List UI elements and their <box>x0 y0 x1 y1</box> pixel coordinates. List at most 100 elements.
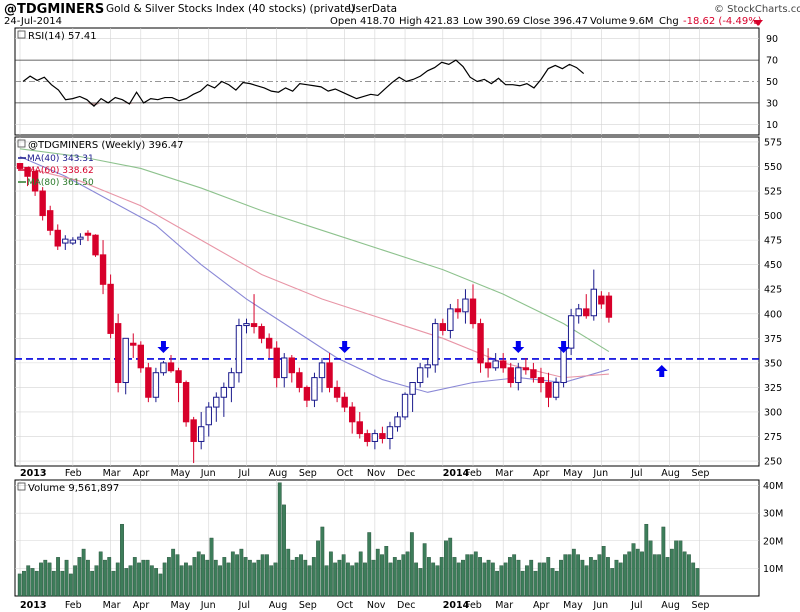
price-x-tick: Nov <box>367 468 386 479</box>
candle-body <box>24 166 31 177</box>
rsi-oversold-area <box>129 102 137 104</box>
chg-value: -18.62 (-4.49%) <box>683 16 762 27</box>
volume-bar <box>26 565 31 597</box>
price-y-tick: 475 <box>764 236 782 247</box>
candle-body <box>311 377 318 401</box>
volume-bar <box>354 562 359 597</box>
candle-body <box>447 308 454 331</box>
volume-bar <box>559 559 563 597</box>
volume-bar <box>648 540 653 597</box>
volume-bar <box>299 554 303 597</box>
volume-bar <box>563 554 568 597</box>
candle-body <box>439 323 447 331</box>
candle-body <box>47 210 54 231</box>
candle-body <box>39 190 46 217</box>
volume-bar <box>631 543 636 597</box>
candle-body <box>122 337 129 384</box>
volume-bar <box>358 551 363 597</box>
volume-bar <box>124 568 129 597</box>
price-x-tick: Sep <box>692 468 710 479</box>
volume-x-tick: Jun <box>200 600 216 611</box>
candle-body <box>296 372 303 388</box>
candle-body <box>356 421 363 435</box>
price-x-tick: Aug <box>269 468 288 479</box>
volume-bar <box>623 554 627 597</box>
candle-body <box>318 362 326 379</box>
down-arrow-icon <box>557 340 570 353</box>
volume-bar <box>431 562 436 597</box>
volume-bar <box>273 562 278 597</box>
volume-x-tick: Aug <box>269 600 288 611</box>
candlesticks <box>16 163 613 464</box>
volume-bar <box>294 557 299 597</box>
candle-body <box>107 283 114 334</box>
volume-bar <box>90 570 95 597</box>
volume-bar <box>367 532 372 597</box>
volume-bar <box>235 554 239 597</box>
up-arrow-icon <box>655 364 668 377</box>
candle-body <box>424 364 431 369</box>
volume-bar <box>456 562 461 597</box>
volume-bar <box>350 565 355 597</box>
candle-body <box>386 426 394 440</box>
candle-body <box>152 372 160 398</box>
volume-bar <box>346 562 350 597</box>
candle-body <box>62 238 69 244</box>
chart-header: @TDGMINERS Gold & Silver Stocks Index (4… <box>4 2 800 27</box>
price-legend: @TDGMINERS (Weekly) 396.47 MA(40) 343.31… <box>17 139 183 188</box>
volume-bar <box>17 573 22 597</box>
close-value: 396.47 <box>553 16 588 27</box>
price-x-tick: May <box>171 468 191 479</box>
volume-x-tick: Sep <box>692 600 710 611</box>
price-y-tick: 275 <box>764 432 782 443</box>
volume-y-tick: 40M <box>763 481 783 492</box>
price-y-tick: 325 <box>764 383 782 394</box>
volume-bar <box>179 565 184 597</box>
volume-y-tick: 10M <box>763 564 783 575</box>
candle-body <box>137 344 145 369</box>
volume-bar <box>516 559 521 597</box>
volume-bar <box>265 554 269 597</box>
candle-body <box>288 357 296 374</box>
volume-bar <box>145 559 150 597</box>
volume-bar <box>260 554 265 597</box>
volume-bar <box>290 559 295 597</box>
candle-body <box>341 396 348 408</box>
candle-body <box>590 288 597 317</box>
volume-bar <box>388 562 393 597</box>
price-title: @TDGMINERS (Weekly) 396.47 <box>28 140 183 151</box>
volume-bar <box>520 570 525 597</box>
candle-body <box>401 393 409 418</box>
volume-bar <box>115 562 120 597</box>
candle-body <box>530 369 537 379</box>
rsi-plot <box>22 59 585 107</box>
rsi-title: RSI(14) 57.41 <box>28 31 97 42</box>
volume-bar <box>542 562 546 597</box>
volume-bar <box>588 557 593 597</box>
volume-bar <box>277 482 282 597</box>
rsi-y-tick: 70 <box>766 56 778 67</box>
volume-x-tick: Nov <box>367 600 386 611</box>
volume-bar <box>328 551 333 597</box>
volume-bar <box>120 523 124 597</box>
volume-bar <box>473 551 478 597</box>
candle-body <box>492 360 499 369</box>
candle-body <box>333 386 341 398</box>
volume-bar <box>691 562 696 597</box>
volume-bar <box>311 557 316 597</box>
volume-bar <box>584 565 589 597</box>
volume-bar <box>158 573 163 597</box>
volume-x-tick: 2013 <box>20 600 46 611</box>
volume-bar <box>397 559 401 597</box>
chg-label: Chg <box>659 16 679 27</box>
volume-bar <box>341 554 346 597</box>
down-arrow-icon <box>157 340 170 353</box>
volume-legend: Volume 9,561,897 <box>17 482 119 494</box>
candle-body <box>326 362 333 388</box>
volume-bar <box>507 557 512 597</box>
volume-bar <box>635 548 640 597</box>
candle-body <box>16 163 24 169</box>
volume-bar <box>137 562 141 597</box>
candle-body <box>54 229 61 247</box>
